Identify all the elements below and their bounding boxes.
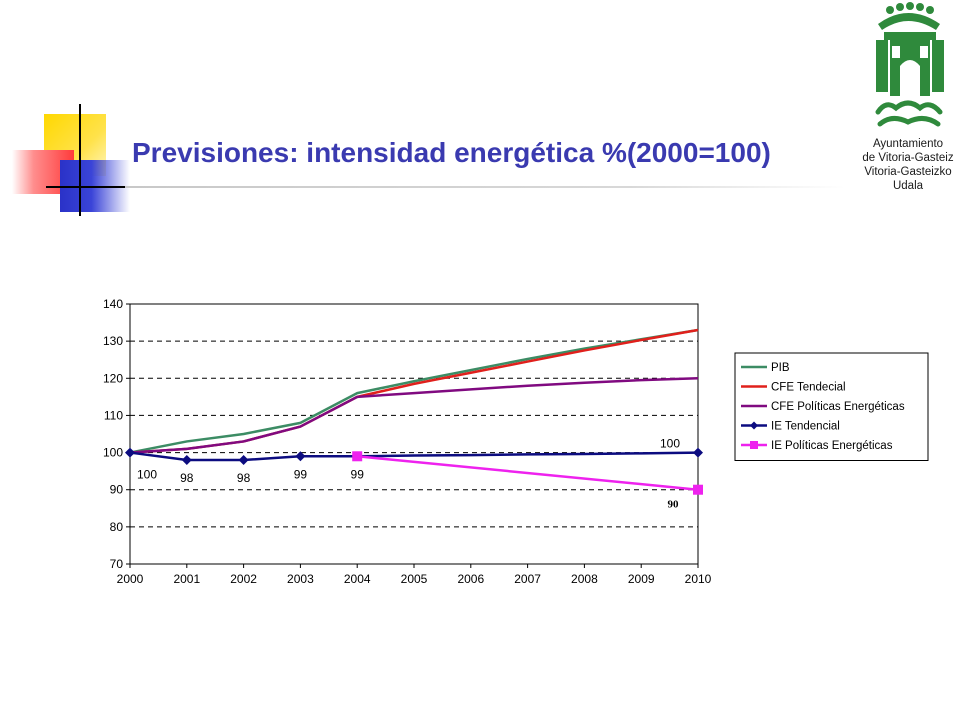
legend <box>734 352 929 461</box>
logo-caption-line: Vitoria-Gasteizko <box>864 166 952 178</box>
data-label: 99 <box>351 467 365 481</box>
legend-label: CFE Tendecial <box>771 382 846 394</box>
series-point <box>352 451 363 462</box>
page-title: Previsiones: intensidad energética %(200… <box>132 137 771 168</box>
y-tick-label: 110 <box>104 408 123 422</box>
data-label: 100 <box>137 468 157 482</box>
series-point <box>181 455 192 465</box>
x-tick-label: 2003 <box>287 572 314 586</box>
data-label: 90 <box>668 499 680 511</box>
decor-vertical-line <box>79 104 81 216</box>
series-point <box>238 455 249 465</box>
legend-label: PIB <box>771 362 790 374</box>
data-label: 98 <box>237 471 251 485</box>
x-tick-label: 2002 <box>230 572 257 586</box>
x-tick-label: 2009 <box>628 572 655 586</box>
x-tick-label: 2001 <box>173 572 200 586</box>
data-label: 98 <box>180 471 194 485</box>
y-tick-label: 80 <box>110 520 124 534</box>
legend-label: IE Tendencial <box>771 421 840 433</box>
series-line-4 <box>357 455 699 491</box>
x-tick-label: 2007 <box>514 572 541 586</box>
x-tick-label: 2008 <box>571 572 598 586</box>
line-chart: 70 80 90 100 110 120 130 140 2000 2001 2002 2003 200… <box>103 297 929 586</box>
x-tick-label: 2006 <box>457 572 484 586</box>
logo-caption-line: de Vitoria-Gasteiz <box>862 152 954 164</box>
y-tick-label: 90 <box>110 483 124 497</box>
logo-caption-line: Ayuntamiento <box>872 138 944 150</box>
series-point <box>125 447 135 458</box>
x-tick-label: 2004 <box>344 572 371 586</box>
logo-caption-line: Udala <box>892 180 924 192</box>
decor-horizontal-line <box>46 186 136 188</box>
y-tick-label: 70 <box>110 557 124 571</box>
series-point <box>295 451 306 462</box>
series-line-2 <box>129 377 699 454</box>
series-line-3 <box>129 451 699 462</box>
data-label: 100 <box>660 437 680 451</box>
series-point <box>693 484 703 495</box>
y-tick-label: 120 <box>103 371 123 385</box>
y-tick-label: 140 <box>103 297 123 311</box>
city-coat-of-arms-icon <box>875 2 944 127</box>
legend-label: CFE Políticas Energéticas <box>771 401 905 413</box>
series-line-0 <box>129 328 699 454</box>
series-line-1 <box>129 328 699 454</box>
x-tick-label: 2005 <box>401 572 428 586</box>
y-tick-label: 100 <box>103 446 123 460</box>
x-tick-label: 2010 <box>685 572 712 586</box>
legend-label: IE Políticas Energéticas <box>771 440 893 452</box>
title-underline <box>125 186 845 188</box>
data-label: 99 <box>294 467 308 481</box>
legend-marker <box>750 441 758 449</box>
logo-caption: Ayuntamiento de Vitoria-Gasteiz Vitoria-… <box>856 137 960 193</box>
x-tick-label: 2000 <box>117 572 144 586</box>
legend-marker <box>750 421 758 430</box>
y-tick-label: 130 <box>103 334 123 348</box>
series-point <box>693 447 703 458</box>
